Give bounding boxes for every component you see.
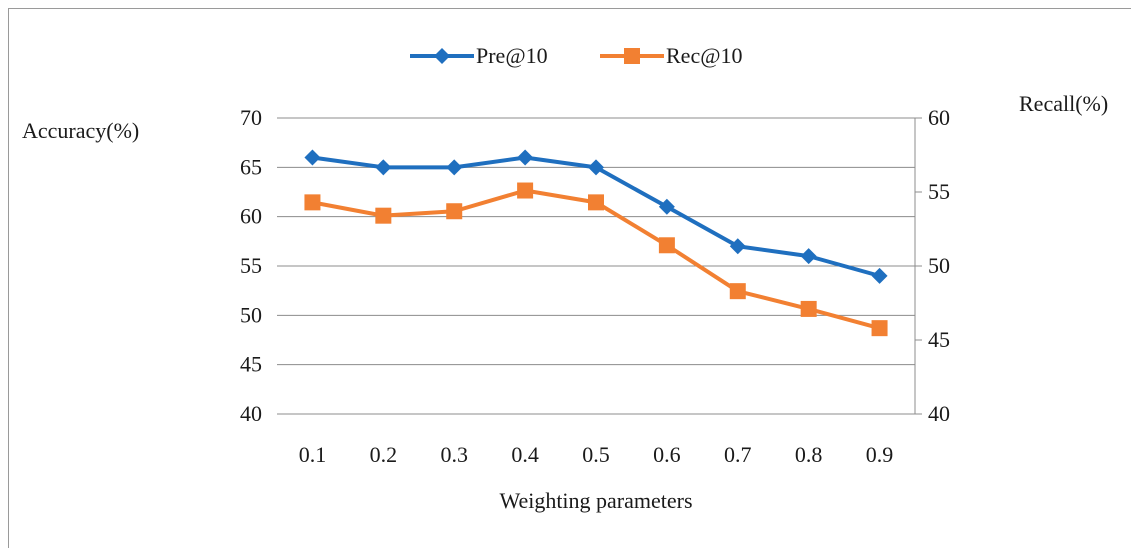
y-left-tick-label: 45 xyxy=(240,352,262,377)
y-axis-left-title: Accuracy(%) xyxy=(22,118,139,143)
data-point-rec-10 xyxy=(517,182,534,199)
data-point-pre-10 xyxy=(800,248,817,265)
chart-frame xyxy=(8,8,1131,548)
x-tick-label: 0.4 xyxy=(511,442,539,467)
data-point-rec-10 xyxy=(588,194,604,211)
y-left-tick-label: 55 xyxy=(240,253,262,278)
y-left-tick-label: 70 xyxy=(240,105,262,130)
legend-marker-pre-10 xyxy=(434,48,450,64)
data-point-pre-10 xyxy=(375,159,392,176)
series-line-rec-10 xyxy=(312,188,881,331)
y-left-tick-label: 65 xyxy=(240,154,262,179)
y-right-tick-label: 40 xyxy=(928,401,950,426)
y-left-tick-label: 60 xyxy=(240,204,262,229)
x-axis-ticks: 0.1 0.2 0.3 0.4 0.5 0.6 0.7 0.8 0.9 xyxy=(299,442,894,467)
data-point-rec-10 xyxy=(729,283,746,300)
data-point-rec-10 xyxy=(871,320,888,337)
y-left-tick-label: 40 xyxy=(240,401,262,426)
x-tick-label: 0.1 xyxy=(299,442,327,467)
x-tick-label: 0.2 xyxy=(370,442,398,467)
data-point-pre-10 xyxy=(517,149,534,166)
x-tick-label: 0.6 xyxy=(653,442,681,467)
data-point-pre-10 xyxy=(871,267,888,284)
y-right-tick-label: 55 xyxy=(928,179,950,204)
gridlines xyxy=(277,117,922,415)
left-axis-ticks: 40 45 50 55 60 65 70 xyxy=(240,105,262,426)
data-point-rec-10 xyxy=(658,237,675,254)
data-point-rec-10 xyxy=(800,300,817,317)
x-tick-label: 0.9 xyxy=(866,442,894,467)
y-axis-right-title: Recall(%) xyxy=(1019,91,1108,116)
x-tick-label: 0.3 xyxy=(440,442,468,467)
legend-marker-rec-10 xyxy=(624,48,640,64)
y-left-tick-label: 50 xyxy=(240,302,262,327)
data-point-pre-10 xyxy=(658,198,675,215)
y-right-tick-label: 50 xyxy=(928,253,950,278)
x-tick-label: 0.7 xyxy=(724,442,752,467)
y-right-tick-label: 45 xyxy=(928,327,950,352)
data-point-pre-10 xyxy=(446,159,463,176)
right-axis-ticks: 40 45 50 55 60 xyxy=(928,105,950,426)
legend: Pre@10 Rec@10 xyxy=(410,43,742,68)
series-group xyxy=(304,149,888,337)
legend-label-rec-10: Rec@10 xyxy=(666,43,742,68)
x-tick-label: 0.8 xyxy=(795,442,823,467)
data-point-pre-10 xyxy=(304,149,321,166)
data-point-rec-10 xyxy=(304,194,321,211)
data-point-pre-10 xyxy=(588,159,604,176)
x-axis-title: Weighting parameters xyxy=(499,488,692,513)
data-point-pre-10 xyxy=(729,238,746,255)
data-point-rec-10 xyxy=(375,207,392,224)
legend-label-pre-10: Pre@10 xyxy=(476,43,548,68)
y-right-tick-label: 60 xyxy=(928,105,950,130)
x-tick-label: 0.5 xyxy=(582,442,610,467)
data-point-rec-10 xyxy=(446,203,463,220)
